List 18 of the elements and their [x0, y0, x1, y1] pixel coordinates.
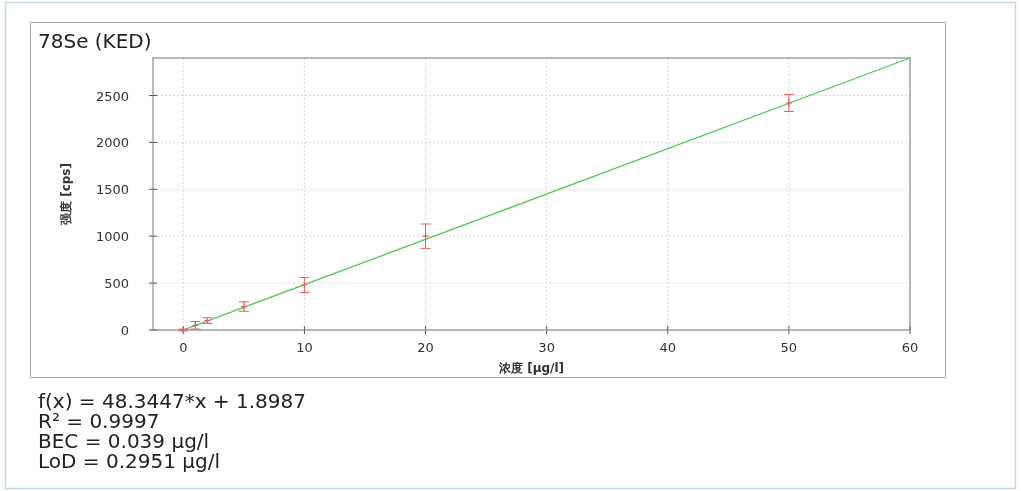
- x-tick-label: 20: [417, 340, 434, 355]
- x-tick-label: 30: [538, 340, 555, 355]
- point: [785, 99, 793, 107]
- chart-title: 78Se (KED): [38, 29, 152, 53]
- x-tick-label: 60: [901, 340, 919, 355]
- y-tick-label: 1500: [95, 182, 129, 198]
- y-tick-label: 2500: [95, 88, 129, 104]
- text: f(x) = 48.3447*x + 1.8987: [38, 389, 306, 413]
- x-axis-title: 浓度 [µg/l]: [497, 361, 565, 375]
- y-tick-label: 2000: [95, 135, 129, 151]
- x-tick-label: 40: [659, 340, 677, 355]
- y-tick-label: 500: [104, 276, 129, 292]
- x-tick-label: 50: [780, 340, 798, 355]
- x-tick-label: 10: [296, 340, 313, 355]
- y-tick-label: 0: [120, 323, 129, 338]
- y-axis-title: 强度 [cps]: [59, 163, 73, 225]
- y-tick-label: 1000: [95, 229, 129, 245]
- x-tick-label: 0: [179, 340, 188, 355]
